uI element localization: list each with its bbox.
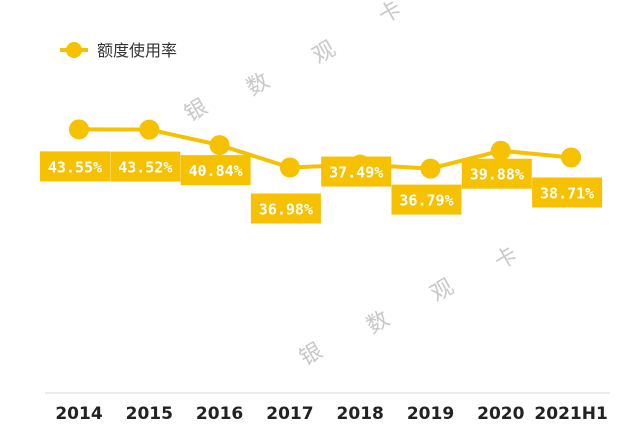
data-label-box: [110, 151, 181, 182]
x-axis-ticks: 2014 2015 2016 2017 2018 2019 2020 2021H1: [55, 404, 607, 424]
x-tick-label: 2021H1: [534, 404, 607, 424]
data-label-box: [180, 155, 251, 186]
data-point: [139, 119, 160, 140]
data-labels: 43.55% 43.52% 40.84% 36.98% 37.49% 36.79% 39.8…: [40, 151, 603, 224]
data-label: 40.84%: [180, 155, 251, 186]
data-label-text: 43.55%: [48, 158, 102, 176]
data-label-text: 38.71%: [540, 184, 594, 202]
data-point: [490, 140, 511, 161]
x-tick-label: 2019: [407, 404, 454, 424]
watermark-char: 数: [363, 307, 395, 340]
watermark-char: 卡: [375, 0, 407, 29]
data-label: 43.52%: [110, 151, 181, 182]
data-label-text: 40.84%: [189, 162, 243, 180]
data-label: 37.49%: [321, 156, 392, 187]
watermark-char: 银: [181, 95, 213, 128]
data-point: [209, 135, 230, 156]
x-tick-label: 2015: [126, 404, 173, 424]
watermark-char: 数: [243, 69, 275, 102]
data-label: 36.98%: [250, 193, 321, 224]
data-label-box: [461, 158, 532, 189]
data-label: 36.79%: [391, 184, 462, 215]
data-label-text: 43.52%: [118, 159, 172, 177]
data-point: [69, 119, 89, 140]
watermark-char: 观: [427, 275, 459, 308]
data-label-text: 36.98%: [259, 201, 313, 219]
data-label-text: 39.88%: [470, 166, 524, 184]
x-tick-label: 2014: [55, 404, 102, 424]
data-label-box: [321, 156, 392, 187]
watermark-char: 银: [296, 339, 328, 372]
legend: 额度使用率: [60, 41, 177, 60]
data-label-box: [250, 193, 321, 224]
x-tick-label: 2017: [266, 404, 313, 424]
x-tick-label: 2016: [196, 404, 243, 424]
legend-label: 额度使用率: [97, 41, 177, 60]
x-tick-label: 2018: [337, 404, 384, 424]
data-label: 43.55%: [40, 151, 110, 182]
watermark-char: 卡: [491, 243, 523, 276]
legend-marker-icon: [66, 42, 82, 58]
data-point: [561, 147, 582, 168]
x-tick-label: 2020: [477, 404, 524, 424]
data-point: [279, 157, 300, 178]
data-label: 38.71%: [532, 177, 603, 208]
data-label-box: [40, 151, 110, 182]
data-label-box: [532, 177, 603, 208]
data-points: [69, 119, 582, 179]
data-point: [420, 158, 441, 179]
data-label: 39.88%: [461, 158, 532, 189]
data-label-box: [391, 184, 462, 215]
data-label-text: 36.79%: [399, 192, 453, 210]
data-label-text: 37.49%: [329, 164, 383, 182]
watermark-char: 观: [309, 37, 341, 70]
